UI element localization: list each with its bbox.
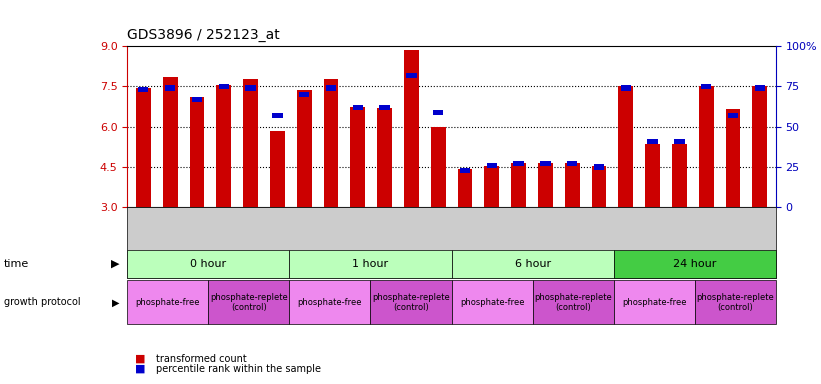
Bar (323, 79, 338, 207)
Bar (726, 109, 741, 207)
Bar (377, 108, 392, 207)
Bar (406, 73, 416, 78)
Bar (165, 85, 176, 91)
Text: ■: ■ (135, 354, 146, 364)
Bar (621, 85, 631, 91)
Bar (540, 161, 551, 166)
Bar (379, 105, 390, 110)
Text: ▶: ▶ (111, 259, 119, 269)
Text: 1 hour: 1 hour (352, 259, 388, 269)
Text: phosphate-free: phosphate-free (298, 298, 362, 307)
Bar (136, 88, 151, 207)
Bar (351, 107, 365, 207)
Bar (701, 84, 711, 89)
Text: ▶: ▶ (112, 297, 119, 308)
Bar (163, 77, 177, 207)
Bar (433, 109, 443, 115)
Bar (192, 97, 202, 102)
Bar (618, 86, 633, 207)
Text: GDS3896 / 252123_at: GDS3896 / 252123_at (127, 28, 280, 42)
Bar (352, 105, 363, 110)
Text: phosphate-free: phosphate-free (135, 298, 200, 307)
Text: 24 hour: 24 hour (673, 259, 717, 269)
Bar (431, 127, 446, 207)
Bar (299, 92, 310, 97)
Bar (565, 163, 580, 207)
Text: phosphate-replete
(control): phosphate-replete (control) (696, 293, 774, 312)
Text: transformed count: transformed count (156, 354, 247, 364)
Bar (645, 144, 660, 207)
Bar (457, 169, 472, 207)
Text: phosphate-replete
(control): phosphate-replete (control) (210, 293, 287, 312)
Text: ■: ■ (135, 364, 146, 374)
Bar (404, 50, 419, 207)
Text: percentile rank within the sample: percentile rank within the sample (156, 364, 321, 374)
Bar (674, 139, 685, 144)
Text: phosphate-free: phosphate-free (622, 298, 686, 307)
Bar (648, 139, 658, 144)
Bar (245, 85, 255, 91)
Bar (672, 144, 686, 207)
Bar (699, 86, 713, 207)
Bar (270, 131, 285, 207)
Bar (567, 161, 577, 166)
Bar (460, 168, 470, 173)
Bar (190, 97, 204, 207)
Text: phosphate-replete
(control): phosphate-replete (control) (372, 293, 450, 312)
Bar (218, 84, 229, 89)
Bar (326, 85, 336, 91)
Text: phosphate-free: phosphate-free (460, 298, 525, 307)
Text: phosphate-replete
(control): phosphate-replete (control) (534, 293, 612, 312)
Bar (487, 163, 497, 168)
Bar (754, 85, 765, 91)
Bar (511, 163, 526, 207)
Bar (592, 166, 607, 207)
Bar (484, 166, 499, 207)
Bar (594, 164, 604, 170)
Bar (752, 86, 767, 207)
Bar (217, 85, 231, 207)
Text: 6 hour: 6 hour (515, 259, 551, 269)
Bar (296, 91, 311, 207)
Bar (538, 163, 553, 207)
Bar (243, 79, 258, 207)
Bar (727, 113, 738, 118)
Bar (138, 87, 149, 92)
Text: time: time (4, 259, 30, 269)
Bar (273, 113, 282, 118)
Text: growth protocol: growth protocol (4, 297, 80, 308)
Text: 0 hour: 0 hour (190, 259, 227, 269)
Bar (513, 161, 524, 166)
